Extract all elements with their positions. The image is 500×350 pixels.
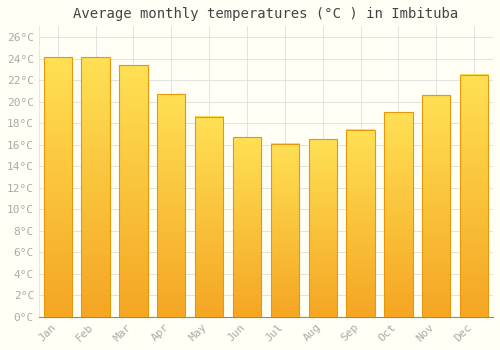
Bar (119, 65, 148, 317)
Bar (384, 112, 412, 317)
Bar (195, 117, 224, 317)
Bar (157, 94, 186, 317)
Bar (82, 57, 110, 317)
Bar (346, 130, 375, 317)
Bar (308, 139, 337, 317)
Bar (233, 137, 261, 317)
Title: Average monthly temperatures (°C ) in Imbituba: Average monthly temperatures (°C ) in Im… (74, 7, 458, 21)
Bar (460, 75, 488, 317)
Bar (270, 144, 299, 317)
Bar (422, 95, 450, 317)
Bar (44, 57, 72, 317)
